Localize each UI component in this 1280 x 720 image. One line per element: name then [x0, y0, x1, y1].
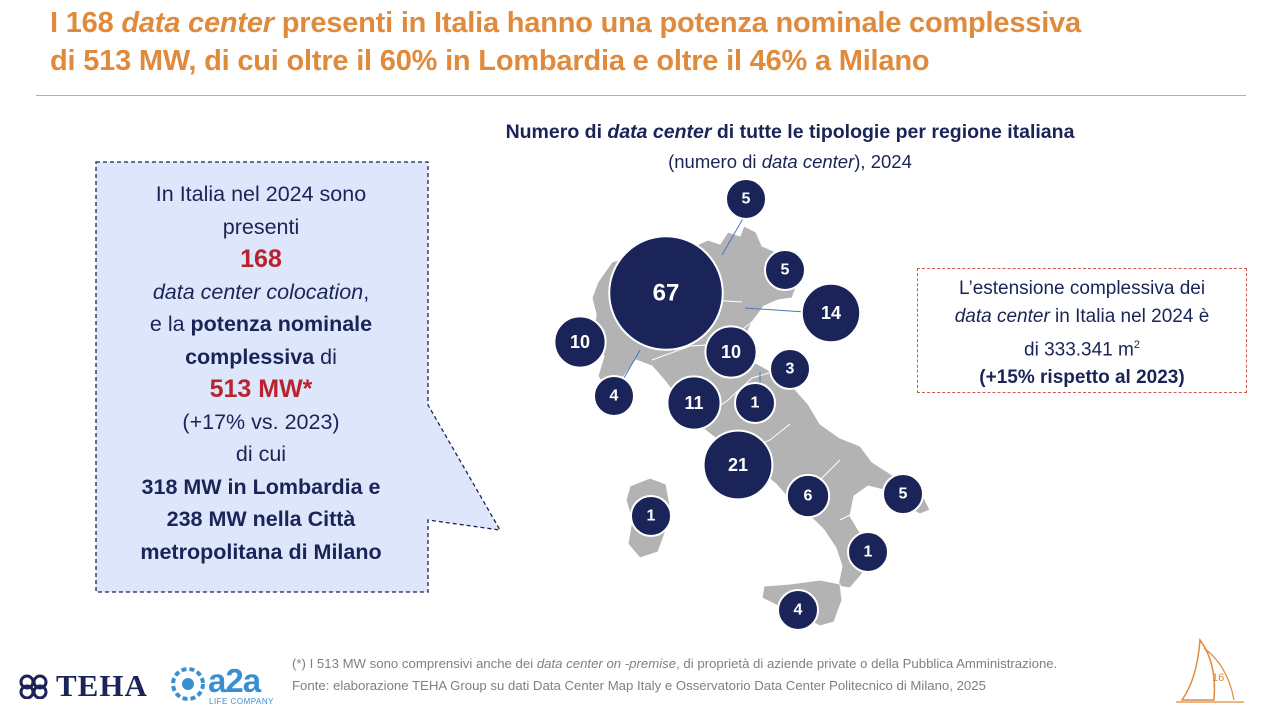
bubble-circle — [734, 382, 776, 424]
page-number: 16 — [1212, 672, 1225, 684]
bubble-count-label: 14 — [821, 303, 841, 323]
bubble-circle — [800, 282, 862, 344]
bubble-count-label: 1 — [864, 544, 873, 561]
title-divider — [36, 95, 1246, 96]
bubble-count-label: 5 — [742, 191, 751, 208]
bubble-circle — [702, 429, 774, 501]
bubble-circle — [704, 325, 758, 379]
bubble-circle — [847, 531, 889, 573]
bubble-circle — [553, 315, 607, 369]
region-bubble-marche: 3 — [769, 348, 811, 390]
region-bubble-piemonte: 10 — [553, 315, 607, 369]
region-bubble-sicilia: 4 — [777, 589, 819, 631]
datacenter-count: 168 — [240, 245, 282, 273]
region-bubble-emilia-romagna: 10 — [704, 325, 758, 379]
bubble-circle — [785, 473, 831, 519]
page-title: I 168 data center presenti in Italia han… — [50, 7, 1081, 77]
region-bubble-lazio: 21 — [702, 429, 774, 501]
region-bubble-puglia: 5 — [882, 473, 924, 515]
teha-logo: TEHA — [18, 668, 148, 704]
bubble-circle — [777, 589, 819, 631]
extension-box: L’estensione complessiva dei data center… — [917, 268, 1247, 393]
source-note: Fonte: elaborazione TEHA Group su dati D… — [292, 678, 986, 693]
callout-summary: In Italia nel 2024 sono presenti 168 dat… — [100, 178, 422, 568]
bubble-count-label: 3 — [786, 361, 795, 378]
region-bubble-umbria: 1 — [734, 382, 776, 424]
region-bubble-calabria: 1 — [847, 531, 889, 573]
a2a-globe-icon — [171, 667, 205, 701]
bubble-circle — [769, 348, 811, 390]
region-bubble-trentino-alto-adige: 5 — [725, 178, 767, 220]
bubble-count-label: 10 — [721, 342, 741, 362]
bubble-circle — [725, 178, 767, 220]
bubble-circle — [882, 473, 924, 515]
bubble-circle — [608, 235, 724, 351]
bubble-count-label: 1 — [647, 508, 656, 525]
footnote: (*) I 513 MW sono comprensivi anche dei … — [292, 653, 1057, 697]
region-bubble-veneto: 5 — [764, 249, 806, 291]
sail-ornament-icon — [1176, 637, 1244, 703]
bubble-count-label: 1 — [751, 395, 760, 412]
a2a-logo: a2a LIFE COMPANY — [168, 664, 273, 706]
bubble-circle — [764, 249, 806, 291]
bubble-circle — [666, 375, 722, 431]
bubble-count-label: 21 — [728, 455, 748, 475]
region-bubble-campania: 6 — [785, 473, 831, 519]
bubble-count-label: 6 — [804, 488, 813, 505]
region-bubble-lombardia: 67 — [608, 235, 724, 351]
bubble-count-label: 5 — [781, 262, 790, 279]
bubble-count-label: 4 — [794, 602, 803, 619]
region-bubble-sardegna: 1 — [630, 495, 672, 537]
bubble-circle — [630, 495, 672, 537]
region-bubble-friuli-venezia-giulia: 14 — [800, 282, 862, 344]
map-subtitle: (numero di data center), 2024 — [668, 151, 912, 172]
teha-emblem-icon — [19, 674, 48, 699]
region-bubble-toscana: 11 — [666, 375, 722, 431]
bubble-count-label: 11 — [684, 393, 703, 413]
region-bubble-liguria: 4 — [593, 375, 635, 417]
bubble-count-label: 4 — [610, 388, 619, 405]
map-title: Numero di data center di tutte le tipolo… — [505, 121, 1075, 143]
total-power: 513 MW* — [209, 375, 313, 403]
bubble-count-label: 67 — [653, 280, 680, 307]
bubble-count-label: 10 — [570, 332, 590, 352]
bubble-count-label: 5 — [899, 486, 908, 503]
bubble-circle — [593, 375, 635, 417]
